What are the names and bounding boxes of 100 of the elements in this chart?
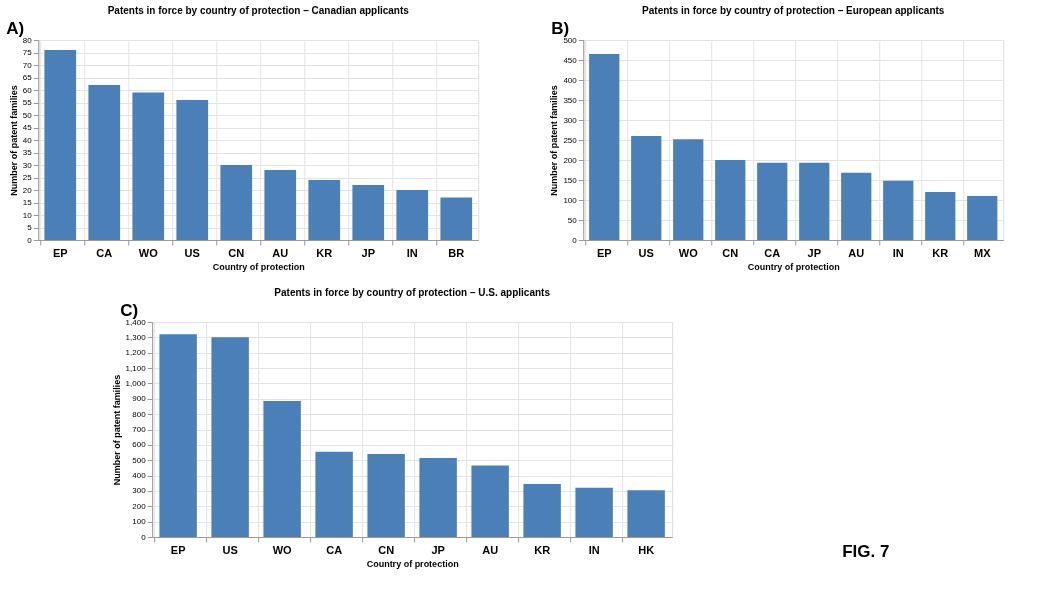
- y-tick-label: 200: [563, 155, 578, 165]
- y-tick-label: 50: [567, 215, 578, 225]
- x-tick-label: BR: [448, 246, 465, 259]
- x-tick-label: WO: [138, 246, 159, 259]
- chart-title: Patents in force by country of protection – Canadian applicants: [107, 5, 410, 16]
- y-tick-label: 55: [22, 98, 33, 107]
- caption: FIG. 7: [842, 542, 890, 561]
- bar: [176, 100, 209, 240]
- bar: [264, 170, 297, 240]
- y-tick-label: 10: [22, 210, 33, 220]
- bar: [315, 451, 353, 537]
- y-tick-label: 250: [563, 135, 578, 145]
- x-axis-title: Country of protection: [366, 558, 459, 569]
- y-tick-label: 1,000: [125, 378, 147, 388]
- x-tick-label: JP: [361, 246, 375, 259]
- bar: [132, 92, 165, 240]
- bar: [367, 454, 405, 537]
- y-tick-label: 400: [132, 471, 147, 481]
- bar: [631, 136, 662, 240]
- x-tick-label: KR: [534, 543, 551, 556]
- x-tick-label: CA: [96, 246, 113, 259]
- bar: [396, 190, 429, 240]
- x-tick-label: EP: [596, 246, 612, 259]
- bar: [673, 139, 704, 240]
- x-tick-label: AU: [272, 246, 289, 259]
- bar: [88, 85, 121, 240]
- x-axis-title: Country of protection: [212, 261, 305, 272]
- bar: [44, 50, 77, 240]
- y-tick-label: 150: [563, 175, 578, 185]
- bar: [575, 487, 613, 537]
- x-tick-label: EP: [170, 543, 186, 556]
- x-tick-label: JP: [807, 246, 821, 259]
- bar: [419, 457, 457, 537]
- y-tick-label: 0: [572, 235, 578, 245]
- y-tick-label: 45: [22, 123, 33, 132]
- y-tick-label: 800: [132, 409, 147, 419]
- bar: [352, 185, 385, 240]
- bar: [715, 160, 746, 240]
- x-tick-label: WO: [272, 543, 293, 556]
- chart-title: Patents in force by country of protection – European applicants: [642, 5, 945, 16]
- y-tick-label: 0: [141, 532, 147, 542]
- y-tick-label: 100: [563, 195, 578, 205]
- text: A): [6, 19, 25, 38]
- bar: [841, 172, 872, 240]
- y-tick-label: 700: [132, 425, 147, 434]
- y-axis-title: Number of patent families: [8, 85, 19, 196]
- x-tick-label: MX: [974, 246, 992, 259]
- bar: [211, 337, 249, 537]
- bar: [883, 180, 914, 240]
- x-tick-label: JP: [431, 543, 445, 556]
- text: B): [551, 19, 570, 38]
- x-tick-label: KR: [932, 246, 949, 259]
- bar: [263, 401, 301, 537]
- bar: [627, 490, 665, 537]
- y-tick-label: 300: [563, 115, 578, 125]
- y-tick-label: 1,100: [125, 363, 147, 373]
- y-tick-label: 65: [22, 73, 33, 82]
- y-tick-label: 70: [22, 60, 33, 70]
- bar: [471, 465, 509, 537]
- x-tick-label: AU: [848, 246, 865, 259]
- y-tick-label: 30: [22, 160, 33, 170]
- y-tick-label: 75: [22, 48, 33, 57]
- x-tick-label: CA: [764, 246, 781, 259]
- y-tick-label: 40: [22, 135, 33, 145]
- bar: [523, 484, 561, 537]
- y-tick-label: 600: [132, 440, 147, 450]
- x-tick-label: WO: [678, 246, 699, 259]
- y-tick-label: 60: [22, 85, 33, 95]
- y-tick-label: 450: [563, 55, 578, 65]
- x-tick-label: IN: [406, 246, 418, 259]
- chart-title: Patents in force by country of protection – U.S. applicants: [274, 287, 551, 298]
- y-tick-label: 500: [132, 455, 147, 465]
- bar: [589, 54, 620, 240]
- y-tick-label: 350: [563, 95, 578, 105]
- x-tick-label: US: [638, 246, 654, 259]
- y-tick-label: 1,300: [125, 332, 147, 342]
- y-tick-label: 400: [563, 75, 578, 85]
- bar: [308, 180, 341, 240]
- x-tick-label: CN: [378, 543, 395, 556]
- bar: [757, 162, 788, 240]
- x-tick-label: US: [222, 543, 238, 556]
- y-axis-title: Number of patent families: [111, 374, 122, 486]
- x-tick-label: KR: [316, 246, 333, 259]
- x-tick-label: HK: [638, 543, 655, 556]
- x-tick-label: US: [184, 246, 200, 259]
- y-tick-label: 25: [22, 173, 33, 182]
- x-tick-label: IN: [588, 543, 600, 556]
- y-tick-label: 15: [22, 198, 33, 207]
- text: C): [120, 301, 139, 320]
- y-tick-label: 200: [132, 501, 147, 511]
- bar: [967, 196, 998, 240]
- y-tick-label: 50: [22, 110, 33, 120]
- x-axis-title: Country of protection: [747, 261, 840, 272]
- bar: [220, 165, 253, 240]
- x-tick-label: AU: [482, 543, 499, 556]
- y-tick-label: 900: [132, 394, 147, 404]
- bar: [799, 162, 830, 240]
- bar: [925, 192, 956, 240]
- x-tick-label: EP: [52, 246, 68, 259]
- y-tick-label: 0: [27, 235, 33, 245]
